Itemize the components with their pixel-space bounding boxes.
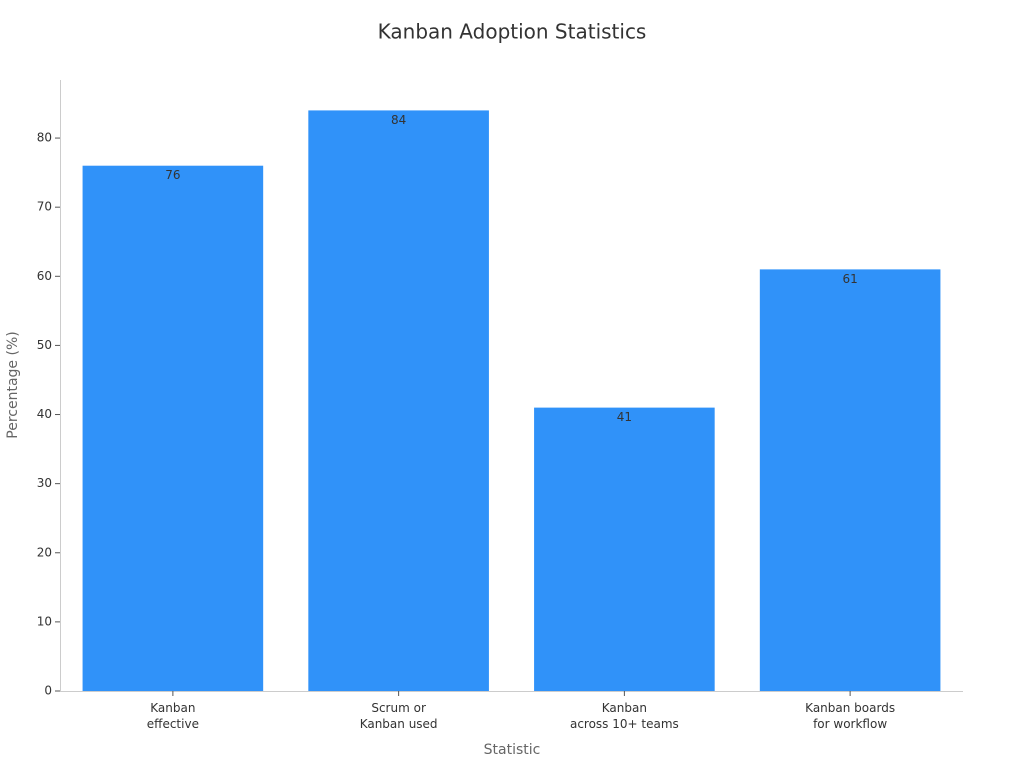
value-label: 61 bbox=[842, 272, 857, 286]
bar bbox=[82, 165, 264, 692]
x-axis-label: Statistic bbox=[484, 742, 541, 758]
value-label: 41 bbox=[617, 410, 632, 424]
bar bbox=[534, 407, 715, 691]
chart-title: Kanban Adoption Statistics bbox=[378, 20, 647, 44]
value-label: 84 bbox=[391, 113, 406, 127]
y-tick-label: 10 bbox=[37, 614, 52, 628]
y-tick-label: 80 bbox=[37, 131, 52, 145]
bar bbox=[308, 110, 489, 692]
y-tick-label: 30 bbox=[37, 476, 52, 490]
x-tick-label: Kanban effective bbox=[147, 701, 199, 731]
x-tick-label: Scrum or Kanban used bbox=[360, 701, 438, 731]
bar bbox=[759, 269, 941, 691]
y-tick-label: 50 bbox=[37, 338, 52, 352]
x-tick-label: Kanban boards for workflow bbox=[805, 701, 895, 731]
y-axis-label: Percentage (%) bbox=[5, 331, 21, 438]
x-tick-label: Kanban across 10+ teams bbox=[570, 701, 679, 731]
y-tick-label: 60 bbox=[37, 269, 52, 283]
y-tick-label: 40 bbox=[37, 407, 52, 421]
value-label: 76 bbox=[165, 168, 180, 182]
y-tick-label: 70 bbox=[37, 200, 52, 214]
y-tick-label: 20 bbox=[37, 545, 52, 559]
y-tick-label: 0 bbox=[44, 684, 52, 698]
